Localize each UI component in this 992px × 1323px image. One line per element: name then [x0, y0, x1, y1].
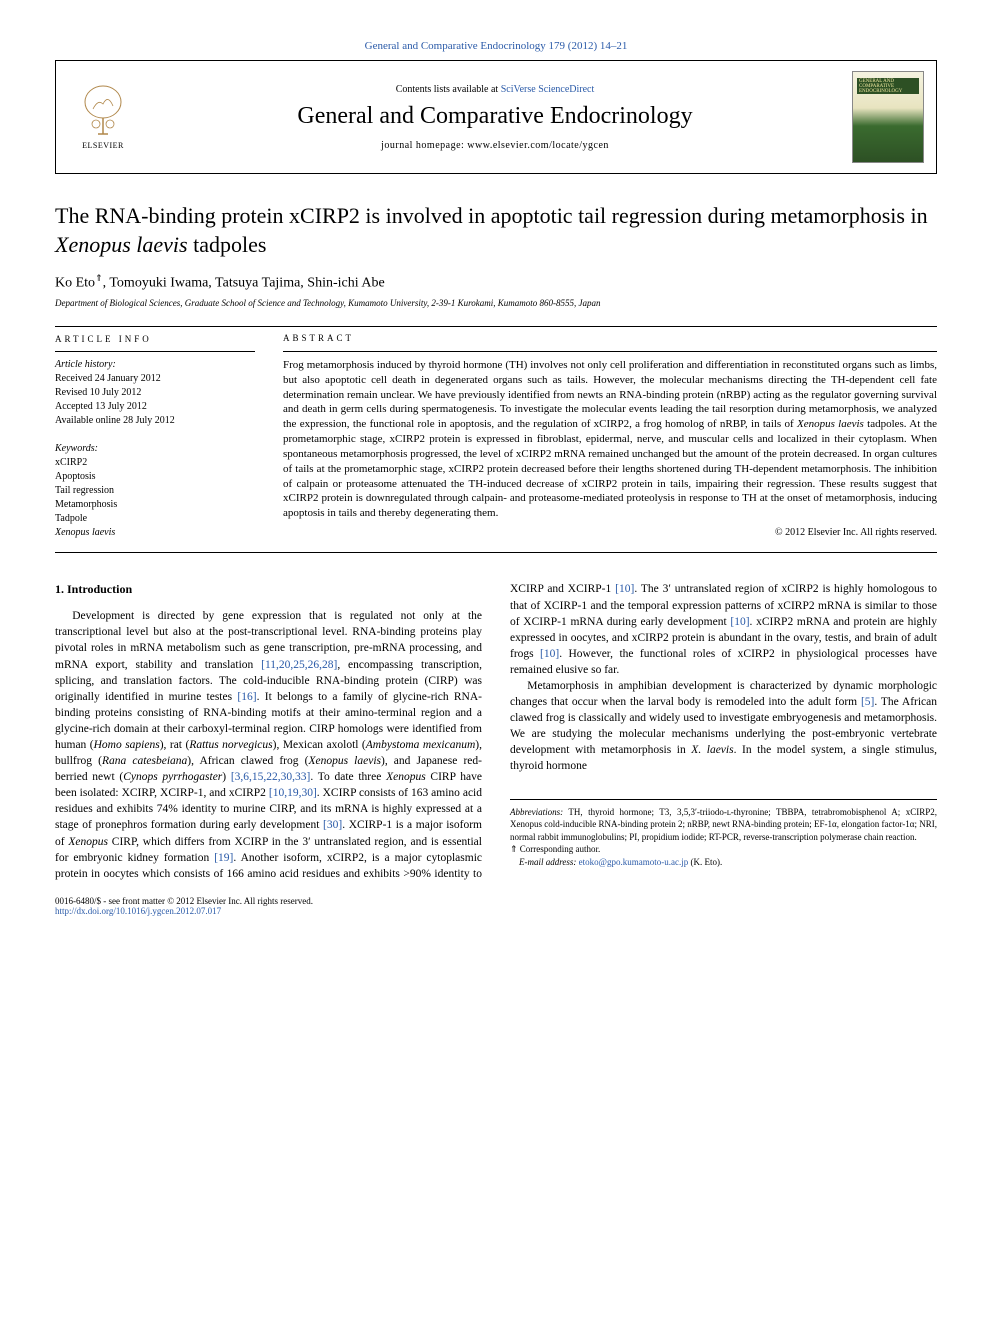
corresponding-author-note: ⇑ Corresponding author.	[510, 843, 937, 856]
keyword-6: Xenopus laevis	[55, 526, 255, 540]
keyword-1: xCIRP2	[55, 456, 255, 470]
journal-homepage: journal homepage: www.elsevier.com/locat…	[138, 140, 852, 151]
abbrev-body: TH, thyroid hormone; T3, 3,5,3′-triiodo-…	[510, 807, 937, 842]
title-pre: The RNA-binding protein xCIRP2 is involv…	[55, 203, 928, 228]
keyword-4: Metamorphosis	[55, 498, 255, 512]
page: General and Comparative Endocrinology 17…	[0, 0, 992, 956]
homepage-label: journal homepage:	[381, 140, 467, 151]
ref-link[interactable]: [3,6,15,22,30,33]	[231, 771, 311, 783]
keyword-5: Tadpole	[55, 512, 255, 526]
keywords-label: Keywords:	[55, 442, 255, 456]
title-post: tadpoles	[188, 232, 267, 257]
cover-title: GENERAL AND COMPARATIVE ENDOCRINOLOGY	[859, 79, 923, 94]
elsevier-tree-icon	[78, 84, 128, 139]
ref-link[interactable]: [16]	[237, 691, 256, 703]
history-received: Received 24 January 2012	[55, 372, 255, 386]
contents-link[interactable]: SciVerse ScienceDirect	[501, 84, 595, 95]
email-line: E-mail address: etoko@gpo.kumamoto-u.ac.…	[510, 856, 937, 869]
contents-prefix: Contents lists available at	[396, 84, 501, 95]
citation-link[interactable]: General and Comparative Endocrinology 17…	[365, 40, 628, 52]
contents-line: Contents lists available at SciVerse Sci…	[138, 84, 852, 95]
title-species: Xenopus laevis	[55, 232, 188, 257]
rule-top	[55, 326, 937, 327]
section-1-head: 1. Introduction	[55, 581, 482, 598]
intro-paragraph-2: Metamorphosis in amphibian development i…	[510, 678, 937, 775]
history-revised: Revised 10 July 2012	[55, 386, 255, 400]
article-info-column: ARTICLE INFO Article history: Received 2…	[55, 333, 255, 541]
keyword-3: Tail regression	[55, 484, 255, 498]
ref-link[interactable]: [10]	[730, 616, 749, 628]
doi-link[interactable]: http://dx.doi.org/10.1016/j.ygcen.2012.0…	[55, 906, 221, 916]
body-two-column: 1. Introduction Development is directed …	[55, 581, 937, 881]
header-center: Contents lists available at SciVerse Sci…	[138, 84, 852, 151]
ref-link[interactable]: [10]	[540, 648, 559, 660]
email-link[interactable]: etoko@gpo.kumamoto-u.ac.jp	[579, 857, 689, 867]
homepage-url[interactable]: www.elsevier.com/locate/ygcen	[467, 140, 609, 151]
ref-link[interactable]: [11,20,25,26,28]	[261, 659, 337, 671]
abbreviations: Abbreviations: TH, thyroid hormone; T3, …	[510, 806, 937, 844]
running-header-citation[interactable]: General and Comparative Endocrinology 17…	[55, 40, 937, 52]
ref-link[interactable]: [10,19,30]	[269, 787, 317, 799]
keyword-2: Apoptosis	[55, 470, 255, 484]
journal-name: General and Comparative Endocrinology	[138, 103, 852, 130]
journal-header-box: ELSEVIER Contents lists available at Sci…	[55, 60, 937, 174]
abbrev-label: Abbreviations:	[510, 807, 563, 817]
footnotes-block: Abbreviations: TH, thyroid hormone; T3, …	[510, 799, 937, 869]
affiliation: Department of Biological Sciences, Gradu…	[55, 298, 937, 308]
email-label: E-mail address:	[519, 857, 579, 867]
journal-cover-thumbnail: GENERAL AND COMPARATIVE ENDOCRINOLOGY	[852, 71, 924, 163]
abstract-body: Frog metamorphosis induced by thyroid ho…	[283, 358, 937, 521]
corr-text: Corresponding author.	[518, 844, 601, 854]
authors-rest: , Tomoyuki Iwama, Tatsuya Tajima, Shin-i…	[103, 276, 385, 291]
elsevier-logo: ELSEVIER	[68, 77, 138, 157]
abstract-copyright: © 2012 Elsevier Inc. All rights reserved…	[283, 527, 937, 538]
article-info-head: ARTICLE INFO	[55, 333, 255, 346]
meta-abstract-row: ARTICLE INFO Article history: Received 2…	[55, 333, 937, 541]
ref-link[interactable]: [5]	[861, 696, 874, 708]
author-list: Ko Eto⇑, Tomoyuki Iwama, Tatsuya Tajima,…	[55, 273, 937, 292]
history-online: Available online 28 July 2012	[55, 414, 255, 428]
rule-lower	[55, 552, 937, 553]
abstract-rule	[283, 351, 937, 352]
history-label: Article history:	[55, 358, 255, 372]
ref-link[interactable]: [19]	[214, 852, 233, 864]
article-title: The RNA-binding protein xCIRP2 is involv…	[55, 202, 937, 259]
footer-copyright: 0016-6480/$ - see front matter © 2012 El…	[55, 896, 937, 906]
email-suffix: (K. Eto).	[688, 857, 722, 867]
ref-link[interactable]: [30]	[323, 819, 342, 831]
corr-mark: ⇑	[510, 844, 518, 854]
elsevier-text: ELSEVIER	[82, 141, 124, 150]
info-rule	[55, 351, 255, 352]
ref-link[interactable]: [10]	[615, 583, 634, 595]
abstract-head: ABSTRACT	[283, 333, 937, 343]
corresponding-mark: ⇑	[95, 273, 103, 283]
page-footer: 0016-6480/$ - see front matter © 2012 El…	[55, 896, 937, 916]
history-accepted: Accepted 13 July 2012	[55, 400, 255, 414]
author-1: Ko Eto	[55, 276, 95, 291]
abstract-column: ABSTRACT Frog metamorphosis induced by t…	[283, 333, 937, 541]
